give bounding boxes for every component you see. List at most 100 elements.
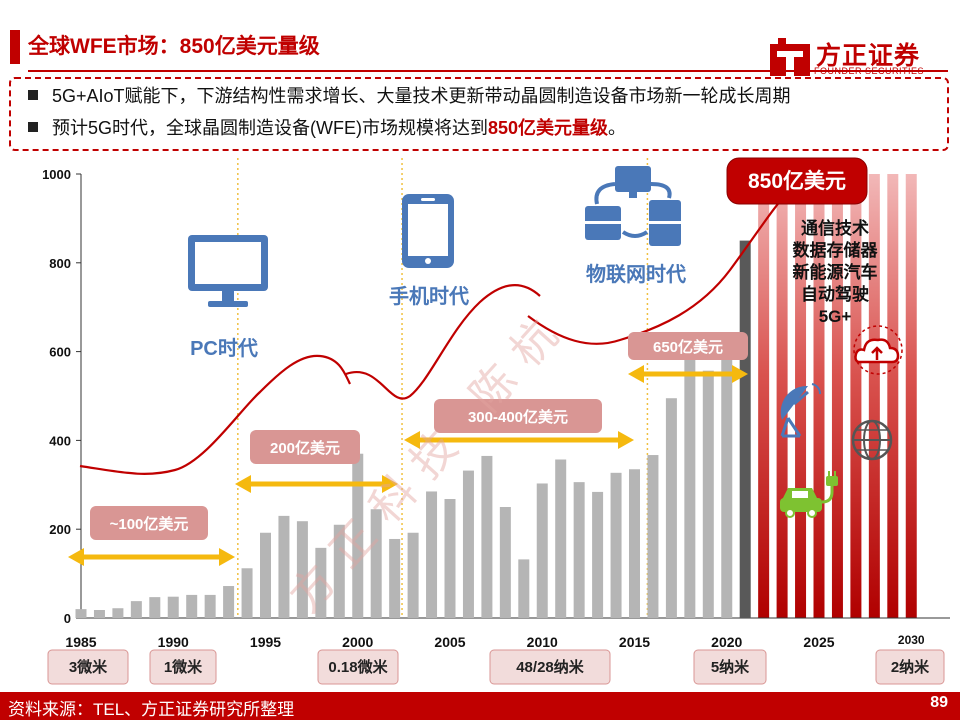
- target-label: 850亿美元: [748, 169, 846, 193]
- range-arrow-3-head-right: [618, 431, 634, 449]
- source-note: 资料来源：TEL、方正证券研究所整理: [8, 700, 295, 719]
- driver-item: 数据存储器: [793, 240, 879, 260]
- bar: [721, 351, 733, 618]
- bar: [389, 538, 401, 618]
- bar: [592, 491, 604, 618]
- driver-item: 通信技术: [801, 218, 869, 238]
- range-arrow-1-head-left: [68, 548, 84, 566]
- bar: [573, 482, 585, 618]
- x-tick-label: 2000: [342, 634, 373, 650]
- process-node-label: 3微米: [69, 658, 108, 676]
- summary-box: [9, 77, 949, 151]
- target-label-box: [726, 157, 868, 205]
- trend-curve-iot: [527, 189, 791, 345]
- bar: [223, 586, 235, 618]
- bar: [426, 491, 438, 618]
- satellite-dish-icon: [780, 383, 822, 438]
- forecast-stripe: [831, 174, 843, 618]
- y-tick-label: 400: [49, 433, 71, 448]
- title-accent-bar: [10, 30, 20, 64]
- bar: [629, 469, 640, 618]
- range-label-box: [434, 399, 602, 433]
- process-node-label: 1微米: [164, 658, 203, 676]
- title-rule: [28, 70, 948, 72]
- bar: [75, 609, 87, 618]
- forecast-stripe: [905, 174, 917, 618]
- process-node-box: [47, 649, 129, 685]
- iot-network-icon: [585, 166, 681, 246]
- range-arrow-4-head-left: [628, 365, 644, 383]
- range-arrow-2-head-left: [235, 475, 251, 493]
- bar: [167, 596, 179, 618]
- page-title: 全球WFE市场：850亿美元量级: [28, 35, 320, 58]
- logo-text: 方正证券: [816, 42, 921, 70]
- forecast-stripe: [813, 174, 825, 618]
- bullet-text: 5G+AIoT赋能下，下游结构性需求增长、大量技术更新带动晶圆制造设备市场新一轮…: [52, 86, 791, 106]
- bar: [186, 594, 198, 618]
- bar: [665, 398, 677, 618]
- globe-icon: [851, 419, 893, 461]
- bullet-item-1: 5G+AIoT赋能下，下游结构性需求增长、大量技术更新带动晶圆制造设备市场新一轮…: [28, 85, 791, 107]
- y-tick-label: 800: [49, 256, 71, 271]
- range-arrow-4-head-right: [732, 365, 748, 383]
- bar: [610, 472, 622, 618]
- bar: [315, 547, 327, 618]
- bar: [462, 470, 474, 618]
- range-arrow-2-head-right: [382, 475, 398, 493]
- bullet-text: 预计5G时代，全球晶圆制造设备(WFE)市场规模将达到: [52, 118, 488, 138]
- process-node-box: [489, 649, 611, 685]
- process-node-box: [149, 649, 217, 685]
- bullet-square-icon: [28, 122, 38, 132]
- range-label-box: [90, 506, 208, 540]
- page-number: 89: [930, 694, 948, 711]
- forecast-stripe: [850, 174, 862, 618]
- range-arrow-3-head-left: [404, 431, 420, 449]
- forecast-stripe: [776, 174, 788, 618]
- y-tick-label: 1000: [42, 167, 71, 182]
- bar: [555, 459, 567, 618]
- bar: [112, 608, 124, 618]
- footer-bar: [0, 692, 960, 720]
- forecast-stripe: [795, 174, 807, 618]
- x-tick-label: 1990: [158, 634, 189, 650]
- bar: [684, 351, 696, 618]
- bar: [241, 568, 253, 618]
- bar: [296, 521, 308, 618]
- driver-item: 自动驾驶: [801, 284, 869, 304]
- x-tick-label: 2005: [434, 634, 465, 650]
- x-tick-label: 2020: [711, 634, 742, 650]
- forecast-stripe: [758, 174, 770, 618]
- bullet-suffix: 。: [608, 118, 627, 138]
- bullet-item-2: 预计5G时代，全球晶圆制造设备(WFE)市场规模将达到850亿美元量级。: [28, 117, 626, 139]
- bar: [739, 240, 751, 618]
- driver-item: 5G+: [819, 307, 852, 326]
- y-tick-label: 600: [49, 345, 71, 360]
- x-tick-label: 2025: [803, 634, 834, 650]
- bar: [278, 515, 290, 618]
- bar: [518, 559, 530, 618]
- bar: [93, 610, 105, 618]
- bar: [536, 483, 548, 618]
- process-node-label: 2纳米: [891, 658, 930, 676]
- process-node-label: 48/28纳米: [516, 658, 585, 676]
- bullet-square-icon: [28, 90, 38, 100]
- computer-monitor-icon: [188, 235, 268, 307]
- bar: [647, 455, 659, 618]
- range-label: 200亿美元: [270, 439, 340, 457]
- x-tick-label: 2030: [898, 633, 925, 647]
- process-node-box: [875, 649, 945, 685]
- mobile-phone-icon: [402, 194, 454, 268]
- era-label-pc: PC时代: [190, 337, 258, 360]
- era-label-mobile: 手机时代: [389, 284, 469, 308]
- era-label-iot: 物联网时代: [586, 262, 686, 286]
- wfe-market-chart: 0 200 400 600 800 1000 1985 1990 1995 2000 2005 201…: [42, 157, 950, 685]
- bar: [260, 532, 271, 618]
- bar: [499, 507, 511, 618]
- bar: [149, 597, 161, 618]
- x-tick-label: 1985: [65, 634, 96, 650]
- bar: [370, 509, 382, 618]
- x-tick-label: 2010: [527, 634, 558, 650]
- driver-item: 新能源汽车: [793, 262, 878, 282]
- bar: [407, 532, 419, 618]
- x-tick-label: 1995: [250, 634, 281, 650]
